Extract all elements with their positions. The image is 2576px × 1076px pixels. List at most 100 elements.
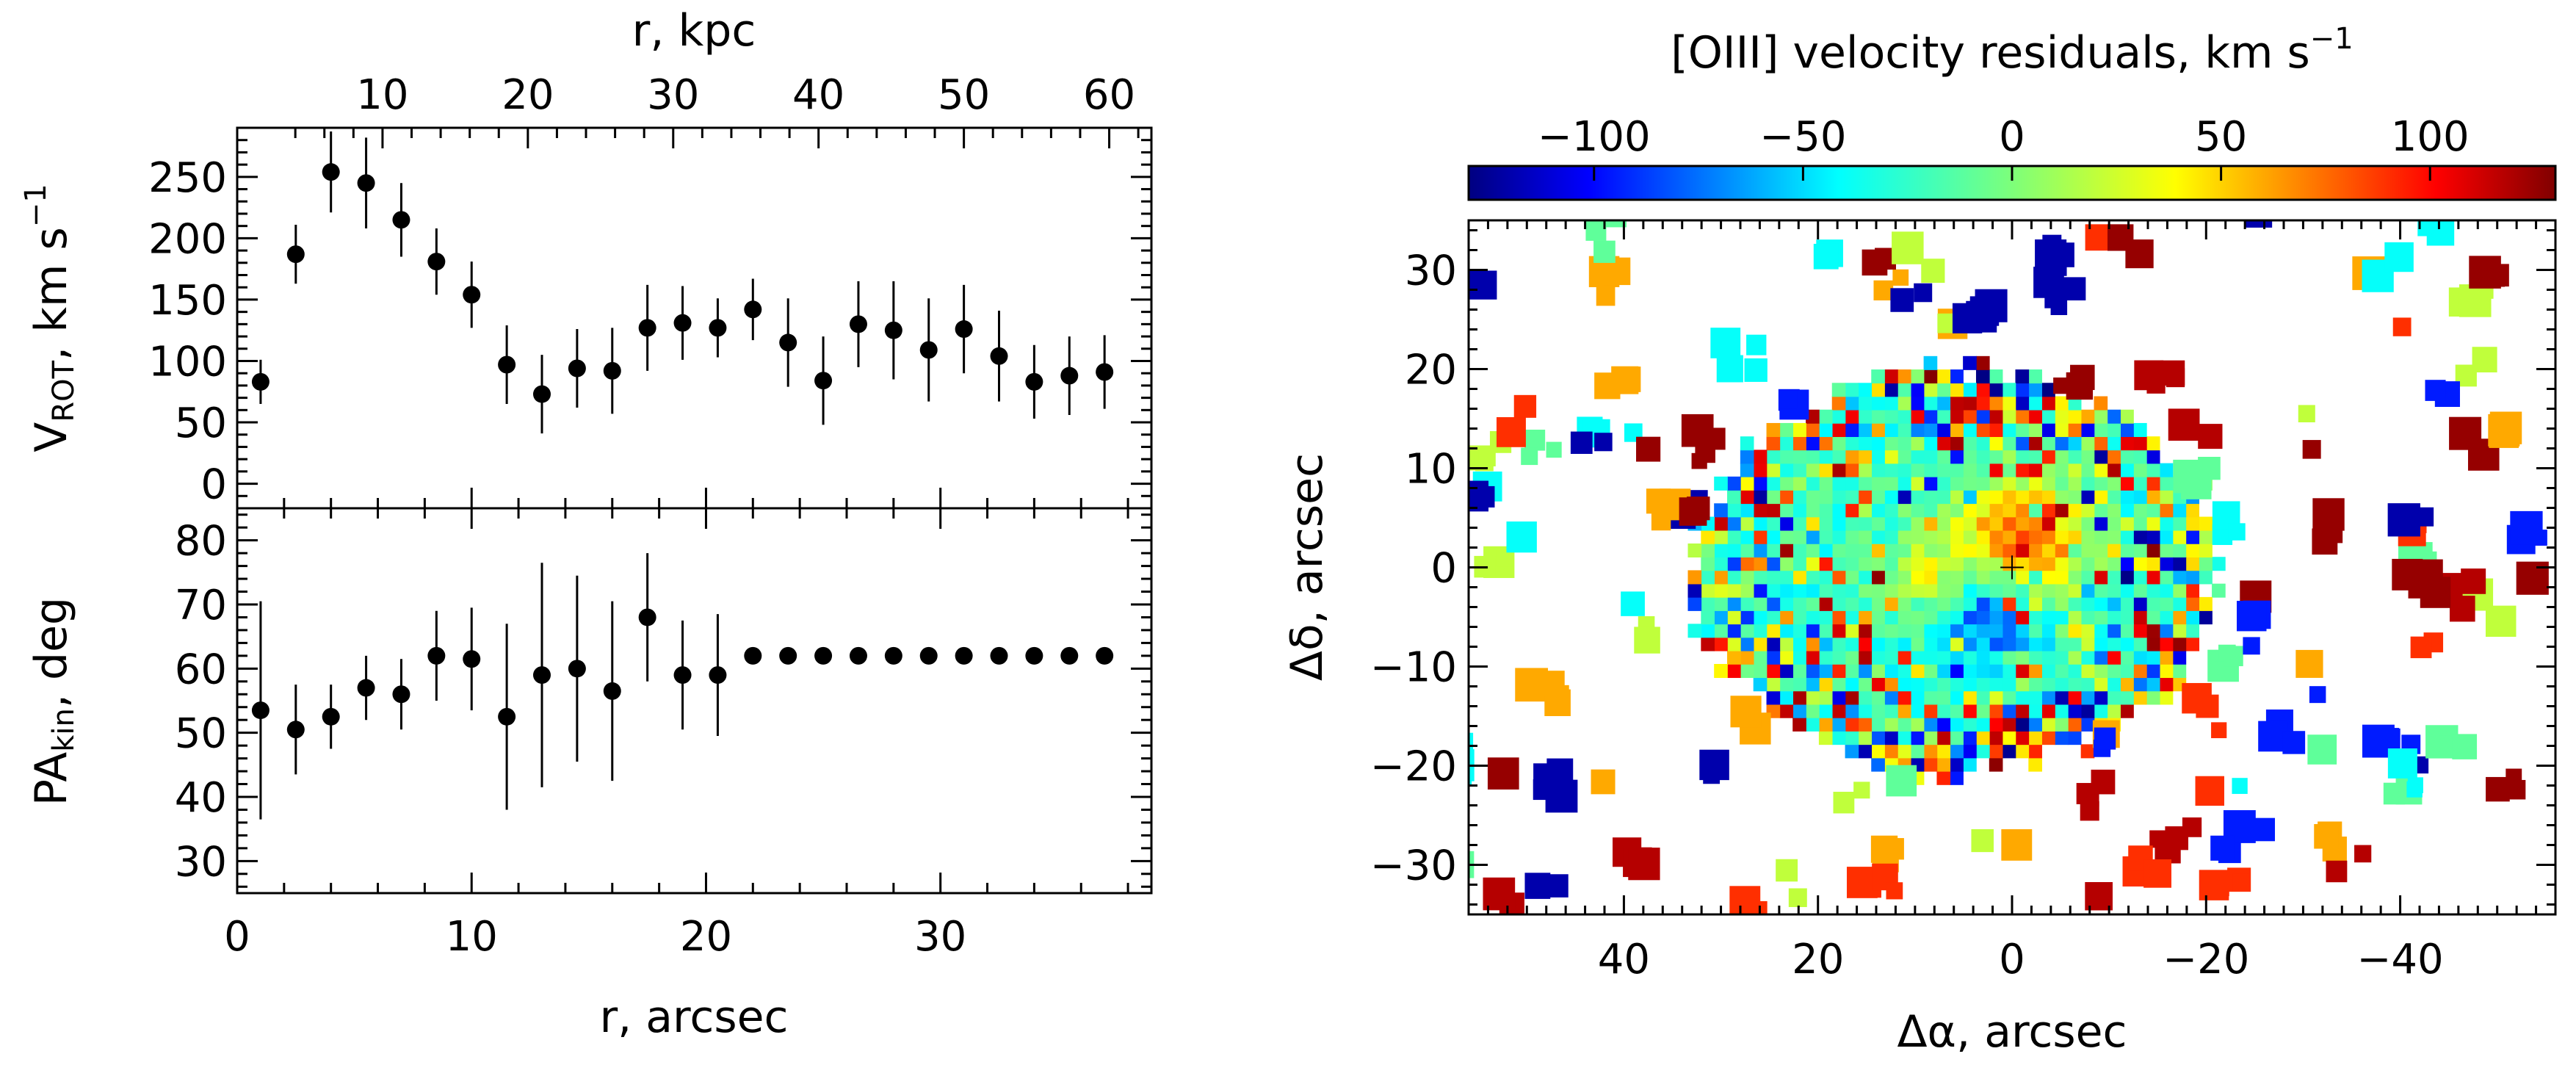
residual-pixel	[1753, 476, 1768, 491]
residual-pixel	[1923, 744, 1938, 759]
residual-pixel	[2199, 516, 2213, 531]
residual-pixel	[1989, 624, 2003, 638]
residual-pixel	[2159, 650, 2174, 665]
residual-pixel	[2094, 463, 2108, 477]
outer-residual-patch	[2510, 510, 2543, 545]
residual-pixel	[1897, 717, 1911, 732]
residual-pixel	[1884, 396, 1898, 411]
pa-x-ticks: 0 10 20 30	[224, 488, 1129, 961]
residual-pixel	[1936, 436, 1951, 451]
map-x-tick-label: 20	[1792, 936, 1844, 983]
residual-pixel	[1766, 476, 1781, 491]
outer-residual-patch	[2307, 734, 2337, 765]
residual-pixel	[1989, 717, 2003, 732]
residual-pixel	[1831, 596, 1846, 611]
residual-pixel	[1792, 516, 1806, 531]
colorbar-ticks: −100 −50 0 50 100	[1538, 113, 2470, 181]
residual-pixel	[1858, 664, 1873, 679]
residual-pixel	[1989, 422, 2003, 437]
residual-pixel	[1989, 757, 2003, 772]
residual-pixel	[1897, 583, 1911, 598]
data-point	[884, 646, 902, 665]
residual-pixel	[2067, 409, 2082, 424]
residual-pixel	[1963, 355, 1977, 370]
residual-pixel	[1871, 650, 1885, 665]
map-y-tick-label: −30	[1370, 842, 1457, 890]
residual-pixel	[1871, 583, 1885, 598]
colorbar-tick-label: −50	[1759, 113, 1846, 161]
residual-pixel	[2212, 557, 2226, 571]
residual-pixel	[2133, 677, 2147, 692]
residual-pixel	[1897, 543, 1911, 557]
residual-pixel	[1818, 476, 1833, 491]
residual-pixel	[1871, 490, 1885, 505]
residual-pixel	[2133, 557, 2147, 571]
residual-pixel	[2199, 570, 2213, 585]
residual-pixel	[1950, 490, 1964, 505]
outer-residual-patch	[1746, 334, 1767, 355]
residual-pixel	[2120, 422, 2134, 437]
residual-pixel	[2146, 490, 2160, 505]
residual-pixel	[1818, 516, 1833, 531]
residual-pixel	[2015, 557, 2030, 571]
residual-pixel	[2133, 463, 2147, 477]
residual-pixel	[2055, 543, 2069, 557]
residual-pixel	[2067, 449, 2082, 464]
residual-pixel	[2002, 637, 2016, 651]
outer-residual-patch	[1788, 888, 1807, 907]
residual-pixel	[1740, 596, 1754, 611]
kpc-tick-label: 10	[356, 71, 408, 119]
residual-pixel	[2080, 717, 2095, 732]
residual-pixel	[1714, 543, 1728, 557]
residual-pixel	[2094, 704, 2108, 718]
outer-residual-patch	[2314, 824, 2339, 849]
residual-pixel	[2041, 650, 2055, 665]
residual-pixel	[2028, 503, 2042, 518]
residual-pixel	[1740, 543, 1754, 557]
residual-pixel	[1975, 744, 1990, 759]
residual-pixel	[2041, 516, 2055, 531]
residual-pixel	[1897, 557, 1911, 571]
residual-pixel	[1779, 704, 1794, 718]
residual-pixel	[1806, 570, 1820, 585]
residual-pixel	[1806, 463, 1820, 477]
residual-pixel	[1936, 731, 1951, 745]
residual-pixel	[1884, 369, 1898, 384]
residual-pixel	[2028, 637, 2042, 651]
residual-pixel	[1936, 369, 1951, 384]
outer-residual-patch	[1779, 390, 1798, 409]
residual-pixel	[1845, 422, 1859, 437]
residual-pixel	[2146, 570, 2160, 585]
residual-pixel	[1766, 557, 1781, 571]
residual-pixel	[1871, 396, 1885, 411]
data-point	[603, 361, 621, 380]
residual-pixel	[1871, 744, 1885, 759]
data-point	[990, 646, 1008, 665]
map-y-tick-label: 30	[1405, 248, 1457, 295]
residual-pixel	[2107, 557, 2121, 571]
residual-pixel	[2080, 610, 2095, 625]
residual-pixel	[2055, 596, 2069, 611]
outer-residual-patch	[1594, 433, 1613, 452]
residual-pixel	[1963, 731, 1977, 745]
pa-y-label: PAkin, deg	[26, 597, 81, 806]
outer-residual-patch	[2199, 870, 2229, 900]
residual-pixel	[1936, 490, 1951, 505]
residual-pixel	[1950, 396, 1964, 411]
outer-residual-patch	[2486, 776, 2510, 802]
residual-pixel	[1818, 570, 1833, 585]
residual-pixel	[1897, 704, 1911, 718]
residual-pixel	[1858, 557, 1873, 571]
residual-pixel	[1818, 637, 1833, 651]
residual-pixel	[1936, 770, 1951, 785]
residual-pixel	[2120, 596, 2134, 611]
residual-pixel	[1950, 436, 1964, 451]
residual-pixel	[1753, 449, 1768, 464]
data-point	[1060, 646, 1079, 665]
residual-pixel	[1897, 624, 1911, 638]
residual-pixel	[2028, 543, 2042, 557]
residual-pixel	[2080, 530, 2095, 544]
residual-pixel	[1871, 704, 1885, 718]
residual-pixel	[2015, 664, 2030, 679]
residual-pixel	[1740, 436, 1754, 451]
